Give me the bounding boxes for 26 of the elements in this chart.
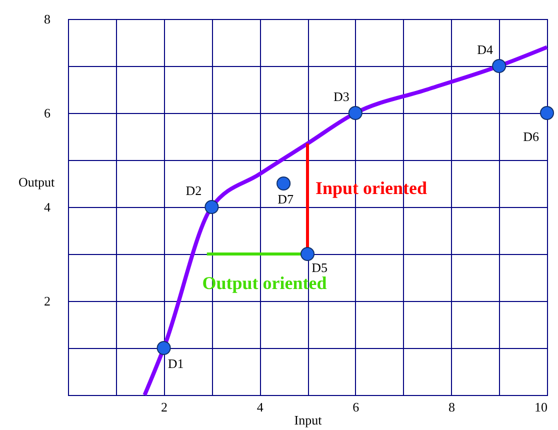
point	[492, 58, 506, 74]
x-tick-label: 2	[161, 400, 168, 414]
x-tick-label: 8	[448, 400, 455, 414]
data-label: D4	[477, 42, 494, 57]
y-axis-title: Output	[18, 174, 55, 190]
point	[204, 200, 219, 214]
x-tick-label: 10	[534, 400, 548, 414]
data-label: D3	[333, 89, 350, 104]
x-tick-label: 4	[256, 400, 264, 414]
data-label: D6	[523, 129, 540, 144]
x-tick-label: 6	[352, 400, 360, 414]
data-label: D7	[278, 192, 294, 206]
y-tick-label: 4	[44, 200, 51, 214]
y-tick-label: 8	[44, 12, 50, 26]
data-label: D2	[186, 183, 202, 198]
line-series	[142, 45, 549, 397]
y-tick-label: 2	[44, 294, 50, 308]
data-label: D5	[312, 260, 328, 275]
y-tick-label: 6	[44, 106, 51, 120]
point	[276, 176, 291, 191]
data-label: D1	[168, 356, 184, 371]
x-axis-title: Input	[294, 412, 322, 428]
point	[348, 106, 362, 120]
point	[156, 340, 171, 356]
point	[540, 106, 554, 120]
point	[300, 246, 315, 262]
